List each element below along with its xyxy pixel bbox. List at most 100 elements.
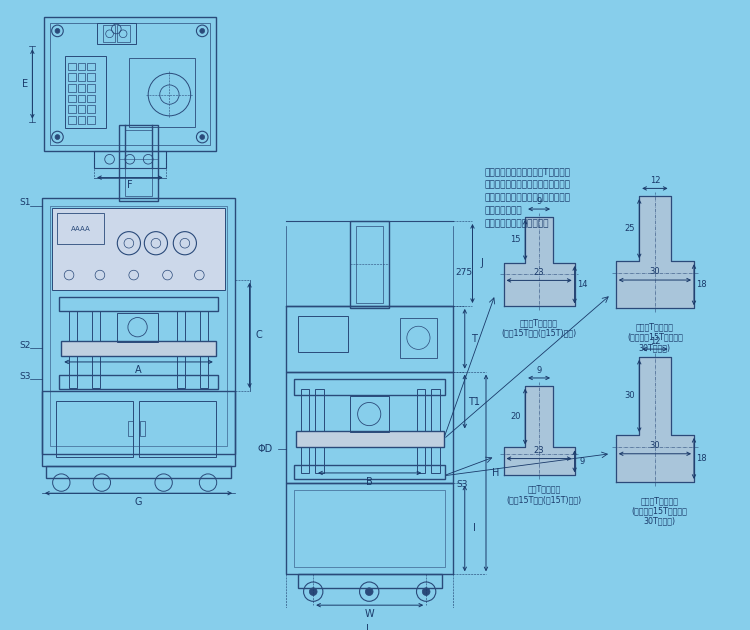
Text: F: F (127, 180, 133, 190)
Bar (78, 105, 86, 113)
Text: 9: 9 (580, 457, 585, 466)
Bar (88, 84, 95, 92)
Bar (68, 116, 76, 123)
Bar (286, 306, 453, 372)
Bar (177, 311, 184, 388)
Text: E: E (22, 79, 28, 89)
Bar (286, 483, 453, 575)
Text: A: A (135, 365, 142, 375)
Bar (94, 151, 166, 168)
Text: W: W (364, 609, 374, 619)
Bar (88, 94, 95, 102)
Bar (296, 432, 443, 447)
Bar (119, 125, 158, 201)
Bar (103, 25, 116, 42)
Text: AAAA: AAAA (70, 226, 91, 232)
Bar (50, 205, 227, 446)
Polygon shape (503, 217, 574, 306)
Bar (62, 341, 216, 356)
Text: 30: 30 (624, 391, 635, 401)
Bar (286, 372, 453, 483)
Bar (42, 391, 235, 466)
Bar (128, 421, 133, 436)
Text: 底板T型槽尺寸
(适用15T以下(含15T)机型): 底板T型槽尺寸 (适用15T以下(含15T)机型) (506, 485, 581, 504)
Text: 25: 25 (624, 224, 634, 233)
Text: 30: 30 (650, 267, 660, 276)
Bar (431, 389, 439, 473)
Bar (56, 401, 133, 457)
Text: 30: 30 (650, 440, 660, 450)
Text: 275: 275 (455, 268, 472, 277)
Bar (117, 25, 130, 42)
Circle shape (200, 135, 205, 139)
Bar (68, 105, 76, 113)
Text: S2: S2 (19, 341, 30, 350)
Text: 9: 9 (536, 197, 542, 206)
Text: 移动板T型槽尺寸
(适用大于15T小于等于
30T的机型): 移动板T型槽尺寸 (适用大于15T小于等于 30T的机型) (632, 496, 688, 526)
Polygon shape (616, 357, 694, 482)
Bar (69, 311, 76, 388)
Text: T: T (472, 334, 477, 344)
Bar (59, 297, 217, 311)
Bar (298, 575, 442, 588)
Bar (78, 94, 86, 102)
Text: 23: 23 (534, 268, 544, 277)
Text: I: I (473, 523, 476, 533)
Bar (88, 105, 95, 113)
Bar (97, 23, 136, 44)
Text: 23: 23 (534, 446, 544, 455)
Text: 14: 14 (577, 280, 587, 289)
Circle shape (55, 135, 60, 139)
Circle shape (365, 588, 373, 595)
Bar (42, 198, 235, 454)
Bar (129, 58, 194, 127)
Circle shape (200, 28, 205, 33)
Bar (315, 389, 324, 473)
Bar (50, 23, 210, 145)
Bar (416, 389, 425, 473)
Bar (125, 130, 152, 196)
Circle shape (422, 588, 430, 595)
Bar (200, 311, 208, 388)
Text: H: H (492, 468, 500, 478)
Bar (68, 94, 76, 102)
Bar (58, 214, 104, 244)
Text: C: C (256, 330, 262, 340)
Text: G: G (135, 497, 142, 507)
Bar (298, 316, 348, 352)
Circle shape (55, 28, 60, 33)
Bar (78, 116, 86, 123)
Bar (294, 490, 446, 566)
Text: 移动板T型槽尺寸
(适用大于15T小于等于
30T的机型): 移动板T型槽尺寸 (适用大于15T小于等于 30T的机型) (627, 322, 682, 352)
Text: 移动板T型槽尺寸
(适用15T以下(含15T)机型): 移动板T型槽尺寸 (适用15T以下(含15T)机型) (502, 318, 577, 337)
Text: T1: T1 (469, 396, 481, 406)
Bar (88, 73, 95, 81)
Text: 注：上模固定方式可選擇T型槽固定
或者在移動板上面鸽孔使用牙孔固定
（牙孔固定時需要結合用戶模具尺寸
孔位來開孔），
具體情況視實際需要而定；: 注：上模固定方式可選擇T型槽固定 或者在移動板上面鸽孔使用牙孔固定 （牙孔固定時… (484, 167, 570, 229)
Circle shape (309, 588, 317, 595)
Bar (88, 63, 95, 71)
Text: B: B (366, 477, 373, 486)
Text: 9: 9 (536, 366, 542, 375)
Polygon shape (616, 196, 694, 308)
Text: 15: 15 (510, 236, 520, 244)
Bar (117, 312, 158, 341)
Bar (68, 63, 76, 71)
Bar (356, 226, 382, 303)
Bar (46, 466, 231, 478)
Text: 12: 12 (650, 337, 660, 346)
Bar (139, 401, 216, 457)
Text: S3: S3 (456, 480, 467, 489)
Bar (140, 421, 146, 436)
Text: 18: 18 (697, 454, 707, 463)
Bar (301, 389, 309, 473)
Bar (78, 63, 86, 71)
Text: 12: 12 (650, 176, 660, 185)
Bar (400, 318, 436, 358)
Bar (65, 56, 106, 129)
Text: S1: S1 (19, 198, 31, 207)
Text: 20: 20 (510, 412, 520, 421)
Text: J: J (481, 258, 484, 268)
Polygon shape (503, 386, 574, 475)
Text: ΦD: ΦD (257, 444, 272, 454)
Bar (44, 18, 216, 151)
